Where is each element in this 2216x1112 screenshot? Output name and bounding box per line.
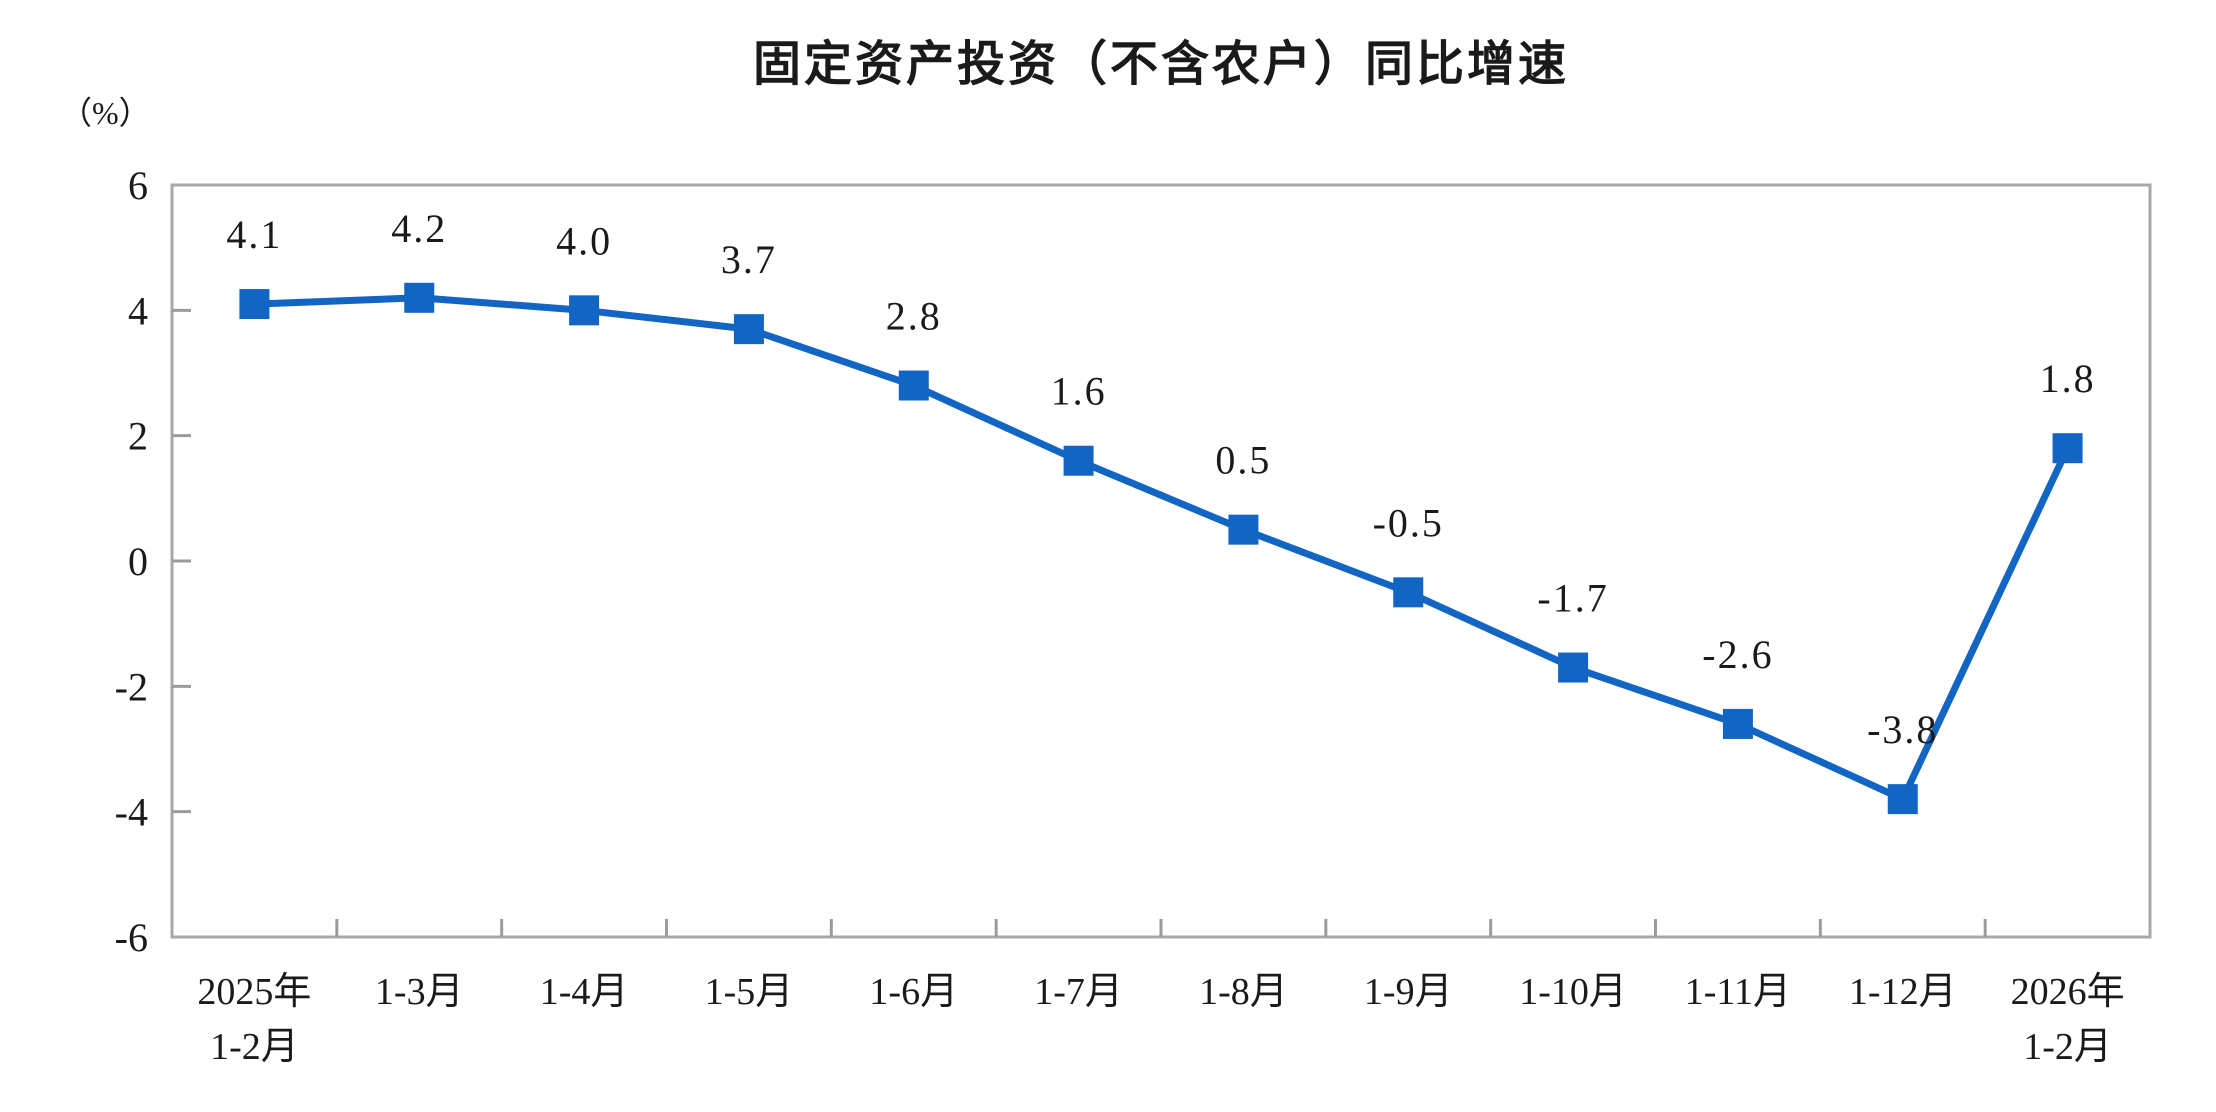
- y-axis-unit-label: （%）: [60, 95, 151, 131]
- data-point-label: -2.6: [1702, 632, 1773, 677]
- data-point-label: 3.7: [721, 237, 777, 282]
- data-point-marker: [1393, 577, 1424, 608]
- data-point-marker: [1887, 784, 1918, 815]
- x-axis-category-label: 2026年: [2011, 971, 2125, 1013]
- y-axis-tick-label: -4: [115, 790, 148, 835]
- x-axis-category-label: 1-2月: [2023, 1026, 2112, 1068]
- x-axis-category-label: 1-10月: [1519, 971, 1627, 1013]
- y-axis-tick-label: -2: [115, 664, 148, 709]
- data-point-marker: [1063, 445, 1094, 476]
- x-axis-category-label: 1-4月: [540, 971, 629, 1013]
- data-point-label: -1.7: [1537, 576, 1608, 621]
- y-axis-tick-label: -6: [115, 915, 148, 960]
- data-point-marker: [1558, 652, 1589, 683]
- data-point-label: 4.0: [556, 218, 612, 263]
- x-axis-category-label: 1-7月: [1034, 971, 1123, 1013]
- x-axis-category-label: 2025年: [197, 971, 311, 1013]
- data-point-label: 1.6: [1051, 369, 1107, 414]
- x-axis-category-label: 1-11月: [1685, 971, 1791, 1013]
- x-axis-category-label: 1-2月: [210, 1026, 299, 1068]
- data-point-marker: [733, 314, 764, 345]
- data-point-marker: [404, 282, 435, 313]
- y-axis-tick-label: 4: [128, 288, 148, 333]
- data-point-label: 4.1: [226, 212, 282, 257]
- data-point-label: 0.5: [1215, 438, 1271, 483]
- x-axis-category-label: 1-8月: [1199, 971, 1288, 1013]
- plot-area-border: [170, 183, 2152, 939]
- data-point-label: 4.2: [391, 206, 447, 251]
- x-axis-category-label: 1-6月: [869, 971, 958, 1013]
- data-point-marker: [898, 370, 929, 401]
- y-axis-tick-label: 6: [128, 163, 148, 208]
- data-point-marker: [239, 289, 270, 320]
- series-line: [250, 294, 2072, 803]
- data-point-marker: [569, 295, 600, 326]
- data-point-marker: [2052, 433, 2083, 464]
- x-axis-category-label: 1-5月: [705, 971, 794, 1013]
- data-point-marker: [1228, 514, 1259, 545]
- data-point-label: -3.8: [1867, 707, 1938, 752]
- data-point-marker: [1722, 708, 1753, 739]
- data-point-label: 1.8: [2040, 356, 2096, 401]
- x-axis-category-label: 1-3月: [375, 971, 464, 1013]
- x-axis-category-label: 1-12月: [1849, 971, 1957, 1013]
- data-point-label: 2.8: [886, 294, 942, 339]
- x-axis-category-label: 1-9月: [1364, 971, 1453, 1013]
- y-axis-tick-label: 0: [128, 539, 148, 584]
- y-axis-tick-label: 2: [128, 414, 148, 459]
- chart-title: 固定资产投资（不含农户）同比增速: [752, 38, 1569, 91]
- data-point-label: -0.5: [1373, 500, 1444, 545]
